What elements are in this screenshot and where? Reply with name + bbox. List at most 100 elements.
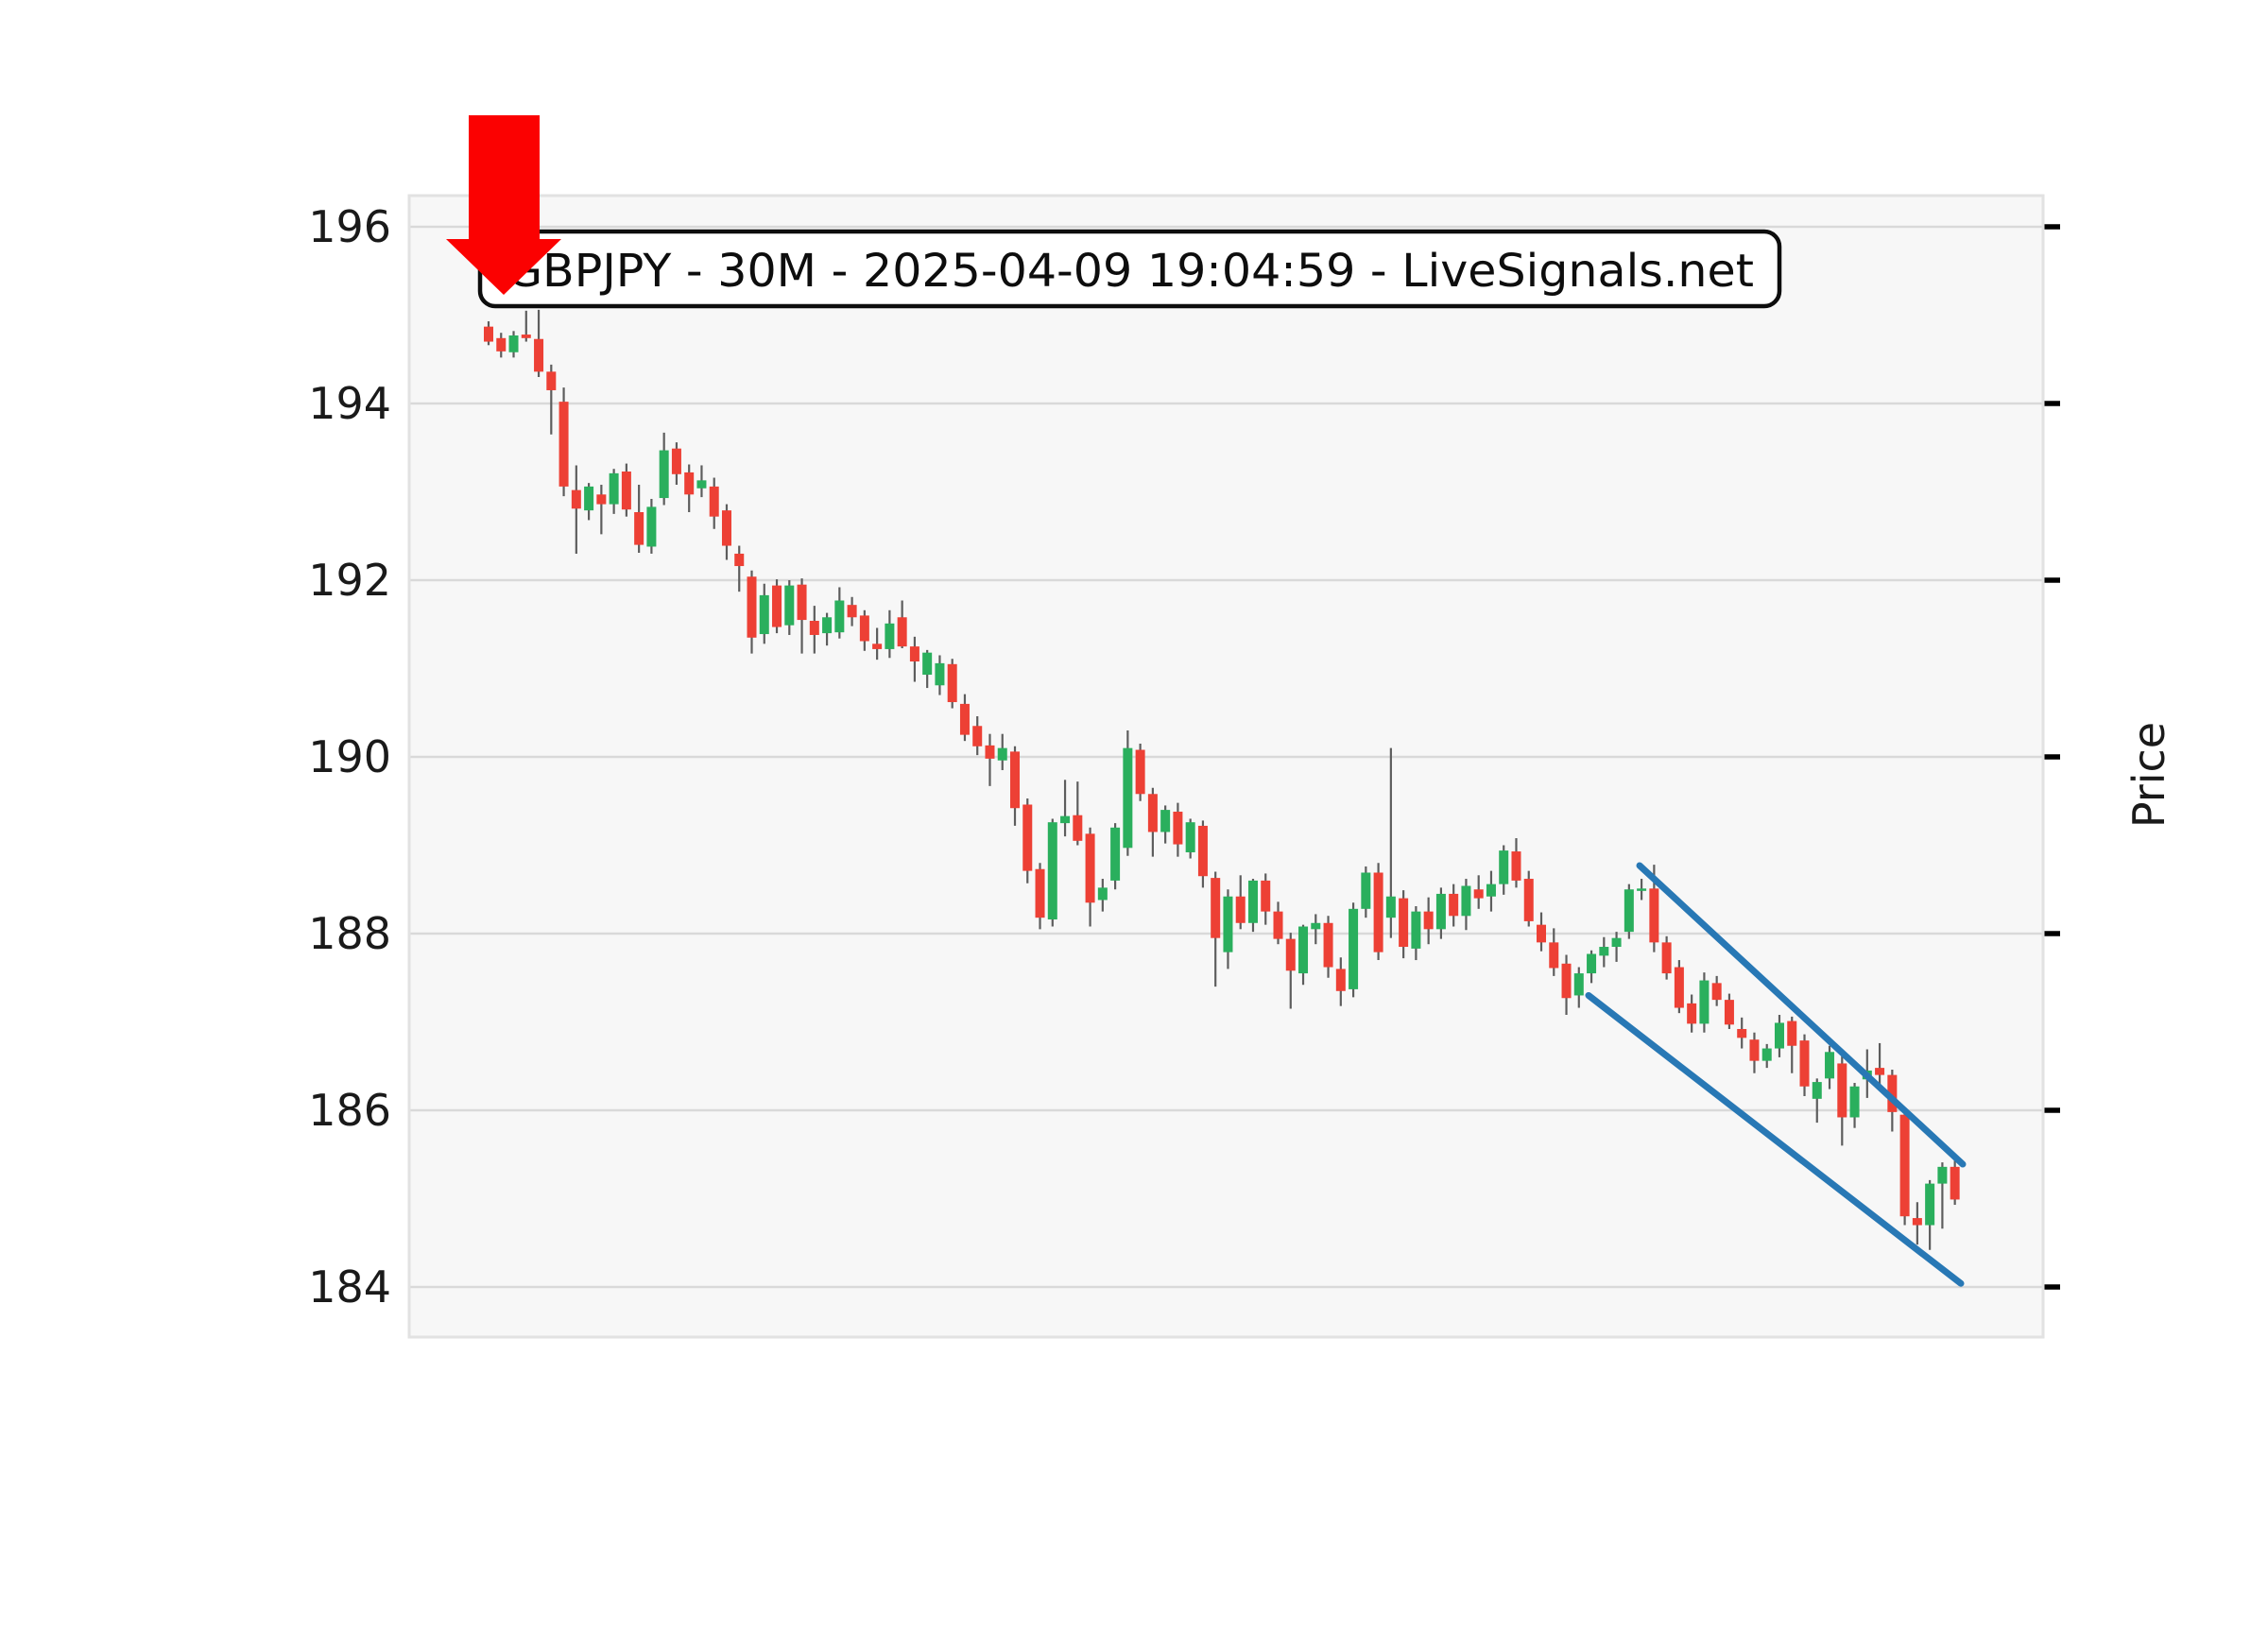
candle-115	[1925, 1179, 1935, 1250]
candle-89	[1599, 936, 1609, 968]
ytick-label-190: 190	[308, 731, 391, 782]
candle-107	[1825, 1045, 1835, 1090]
candle-2	[508, 331, 519, 358]
ytick-label-192: 192	[308, 555, 391, 606]
candle-45	[1047, 818, 1057, 927]
candle-51	[1123, 729, 1133, 856]
candle-114	[1912, 1202, 1922, 1245]
candle-29	[847, 596, 857, 626]
candle-69	[1349, 902, 1359, 998]
candle-38	[959, 694, 970, 742]
candle-8	[584, 483, 594, 521]
candle-4	[534, 309, 544, 377]
candle-7	[571, 465, 581, 554]
candle-49	[1097, 879, 1108, 912]
candle-42	[1010, 746, 1021, 826]
candle-78	[1461, 879, 1471, 931]
candle-113	[1899, 1109, 1910, 1226]
candle-44	[1035, 863, 1045, 930]
candle-117	[1950, 1160, 1960, 1206]
candle-77	[1449, 884, 1459, 927]
candle-21	[747, 570, 757, 654]
candle-52	[1135, 743, 1145, 801]
candle-59	[1223, 889, 1233, 969]
candle-97	[1699, 972, 1710, 1033]
candle-37	[947, 659, 957, 709]
candle-56	[1185, 818, 1195, 859]
candle-11	[621, 463, 631, 517]
ytick-label-194: 194	[308, 378, 391, 429]
candle-109	[1849, 1083, 1860, 1128]
candle-36	[935, 655, 945, 695]
candle-86	[1561, 954, 1572, 1016]
candle-61	[1247, 879, 1258, 933]
candle-74	[1411, 906, 1421, 961]
candle-64	[1285, 933, 1296, 1009]
down-arrow-icon	[446, 115, 561, 295]
candle-106	[1812, 1078, 1822, 1124]
candle-105	[1799, 1034, 1810, 1097]
candle-43	[1022, 798, 1033, 884]
ytick-label-184: 184	[308, 1261, 391, 1313]
candle-20	[734, 545, 745, 592]
candle-47	[1073, 781, 1083, 846]
plot-area	[409, 196, 2043, 1337]
candle-27	[822, 612, 833, 646]
candle-10	[609, 469, 619, 514]
candle-6	[558, 387, 569, 497]
candle-28	[834, 587, 845, 639]
candle-67	[1323, 916, 1333, 978]
candle-26	[809, 606, 819, 654]
candle-1	[496, 333, 507, 358]
candle-48	[1085, 827, 1095, 927]
price-axis-tick-marks	[2044, 224, 2060, 1290]
candle-111	[1875, 1042, 1885, 1086]
candle-76	[1435, 887, 1446, 939]
candle-81	[1499, 845, 1509, 895]
candle-16	[684, 464, 695, 513]
candle-91	[1624, 884, 1634, 939]
candle-62	[1261, 873, 1271, 925]
candle-75	[1423, 897, 1434, 945]
candle-80	[1486, 870, 1496, 912]
candle-50	[1110, 823, 1121, 890]
candle-108	[1837, 1055, 1847, 1146]
candle-95	[1674, 960, 1684, 1014]
candle-66	[1311, 914, 1321, 945]
candle-33	[897, 600, 907, 648]
candle-104	[1787, 1016, 1797, 1073]
candle-100	[1737, 1017, 1747, 1049]
candle-84	[1537, 912, 1547, 952]
candle-90	[1611, 932, 1622, 962]
candle-17	[696, 465, 707, 498]
candle-88	[1587, 950, 1597, 984]
candle-54	[1160, 805, 1171, 844]
candle-87	[1573, 967, 1584, 1008]
candle-73	[1399, 890, 1409, 959]
candle-103	[1774, 1015, 1784, 1057]
candle-9	[596, 485, 607, 535]
candle-57	[1197, 820, 1208, 888]
candle-71	[1373, 863, 1383, 961]
candle-31	[872, 627, 883, 661]
candle-22	[759, 583, 769, 644]
candlestick-series	[484, 309, 1960, 1250]
ytick-label-186: 186	[308, 1085, 391, 1136]
candle-96	[1687, 994, 1697, 1033]
title-box: GBPJPY - 30M - 2025-04-09 19:04:59 - Liv…	[477, 229, 1782, 309]
candle-15	[671, 442, 681, 486]
trend-channel	[1585, 862, 1967, 1287]
candle-55	[1173, 802, 1183, 857]
candle-32	[885, 609, 895, 659]
candle-12	[634, 485, 644, 554]
candle-116	[1937, 1162, 1948, 1229]
candle-40	[985, 733, 995, 786]
candle-23	[772, 579, 782, 634]
candle-0	[484, 321, 493, 346]
candle-58	[1211, 871, 1221, 987]
candle-35	[922, 649, 933, 689]
candle-24	[784, 580, 795, 635]
candle-3	[521, 310, 531, 342]
candle-39	[972, 715, 983, 756]
candle-5	[546, 364, 557, 435]
